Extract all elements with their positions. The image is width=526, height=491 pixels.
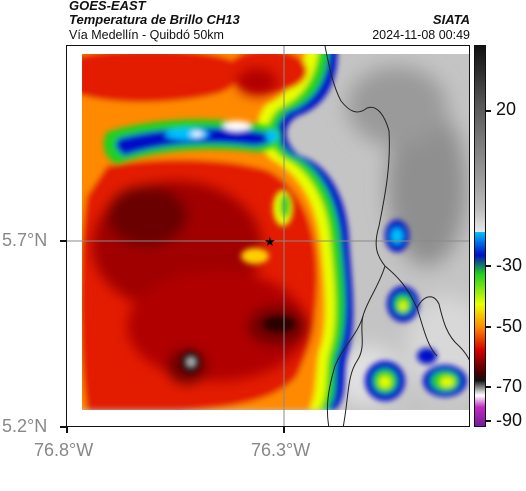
admin-boundaries [324,46,469,426]
colorbar-label: 20 [496,99,517,119]
colorbar-tick [486,326,491,328]
product-title: Temperatura de Brillo CH13 [69,12,240,27]
colorbar-tick [486,420,491,422]
colorbar-tick [486,386,491,388]
brightness-temperature-image: ★ [67,46,469,426]
colorbar-label: -90 [496,410,523,430]
colorbar [474,45,486,427]
colorbar-label: -70 [496,376,523,396]
lat-tick-mark [60,240,66,242]
satellite-title: GOES-EAST [69,0,146,13]
location-star-marker: ★ [264,235,276,250]
lon-label-left: 76.8°W [34,440,94,460]
colorbar-label: -50 [496,316,523,336]
lon-tick-mark [283,427,285,433]
isolated-cells [365,220,467,401]
org-label: SIATA [432,12,470,27]
colorbar-tick [486,265,491,267]
lon-label-mid: 76.3°W [251,440,311,460]
lat-label-bottom: 5.2°N [2,416,48,436]
region-subtitle: Vía Medellín - Quibdó 50km [69,28,224,42]
lat-label-top: 5.7°N [2,230,48,250]
datetime-label: 2024-11-08 00:49 [372,28,470,42]
lat-tick-mark [60,426,66,428]
colorbar-label: -30 [496,255,523,275]
satellite-map: ★ [66,45,470,427]
lon-tick-mark [66,427,68,433]
colorbar-tick [486,110,491,112]
